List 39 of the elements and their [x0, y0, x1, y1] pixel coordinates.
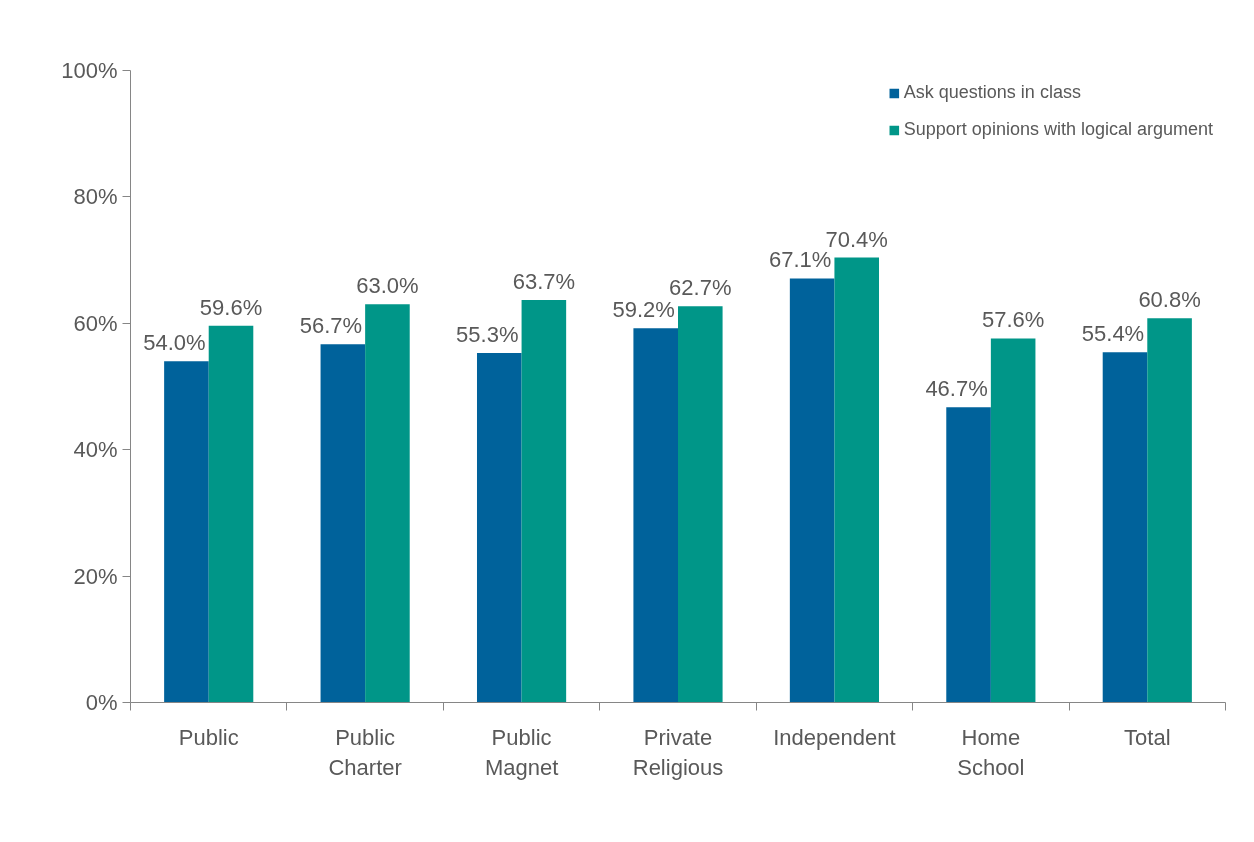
x-tick-label: Public Charter	[328, 724, 402, 780]
data-label: 56.7%	[299, 313, 363, 339]
bar	[946, 407, 991, 703]
y-tick-label: 100%	[61, 58, 118, 83]
y-tick-label: 80%	[73, 184, 118, 210]
data-label: 46.7%	[925, 376, 988, 402]
data-label: 63.0%	[356, 273, 419, 299]
y-tick-label: 60%	[73, 310, 118, 336]
x-tick-label: Independent	[773, 724, 896, 750]
bar	[164, 361, 209, 703]
bar	[834, 257, 880, 703]
bar	[1102, 352, 1148, 703]
bar	[678, 306, 723, 703]
data-label: 60.8%	[1138, 287, 1201, 313]
bar	[320, 344, 366, 703]
data-label: 63.7%	[512, 268, 576, 294]
x-tick-label: Public	[178, 724, 239, 750]
x-tick-label: Private Religious	[632, 724, 724, 780]
data-label: 55.4%	[1081, 321, 1145, 347]
y-tick-label: 20%	[73, 563, 118, 589]
bar	[365, 304, 410, 703]
data-label: 57.6%	[981, 307, 1045, 333]
bar	[1147, 318, 1192, 703]
bar	[789, 278, 835, 703]
data-label: 55.3%	[456, 322, 519, 347]
legend-label: Support opinions with logical argument	[903, 119, 1213, 140]
data-label: 54.0%	[143, 330, 206, 356]
x-tick-label: Public Magnet	[484, 724, 559, 780]
x-tick-label: Total	[1124, 724, 1171, 750]
y-tick-label: 0%	[85, 690, 118, 715]
bar	[208, 325, 254, 703]
legend-label: Ask questions in class	[903, 82, 1081, 103]
bar	[476, 353, 522, 703]
y-tick-label: 40%	[73, 437, 118, 463]
data-label: 59.6%	[199, 294, 263, 320]
bar	[633, 328, 678, 703]
bar	[521, 299, 567, 703]
x-tick-label: Home School	[957, 724, 1025, 780]
bar	[990, 338, 1036, 703]
